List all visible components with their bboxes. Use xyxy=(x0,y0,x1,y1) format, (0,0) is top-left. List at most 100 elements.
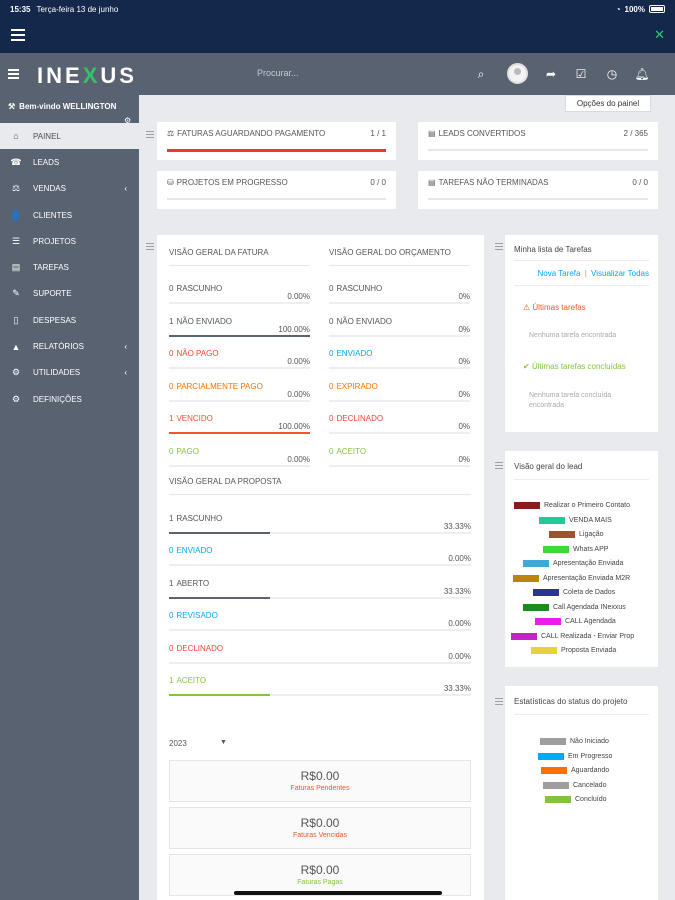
stat-label: Tarefas não terminadas xyxy=(438,178,549,187)
row-progress xyxy=(169,432,310,434)
app-menu-icon[interactable] xyxy=(11,29,25,41)
drag-handle-icon[interactable] xyxy=(495,243,503,250)
checkbox-icon[interactable]: ☑ xyxy=(575,67,587,81)
summary-box[interactable]: R$0.00 Faturas Vencidas xyxy=(169,807,471,849)
overview-row[interactable]: 0 Declinado xyxy=(169,644,223,653)
overview-row[interactable]: 1 Vencido xyxy=(169,414,213,423)
sidebar-item-utilidades[interactable]: ⚙ Utilidades ‹ xyxy=(0,360,139,386)
panel-options-button[interactable]: Opções do painel xyxy=(565,95,651,112)
row-label: Enviado xyxy=(176,546,213,556)
drag-handle-icon[interactable] xyxy=(146,243,154,250)
row-label: Aberto xyxy=(176,578,210,588)
summary-amount: R$0.00 xyxy=(300,769,340,783)
row-label: Parcialmente pago xyxy=(176,381,263,391)
stat-card-invoices[interactable]: ⚖ Faturas aguardando pagamento 1 / 1 xyxy=(157,122,396,160)
clock-icon[interactable]: ◷ xyxy=(606,67,618,81)
overview-row[interactable]: 1 Rascunho xyxy=(169,514,222,523)
overview-row[interactable]: 1 Aceito xyxy=(169,676,206,685)
chevron-left-icon: ‹ xyxy=(124,368,127,378)
overview-row[interactable]: 0 Não pago xyxy=(169,349,219,358)
summary-box[interactable]: R$0.00 Faturas Pendentes xyxy=(169,760,471,802)
summary-amount: R$0.00 xyxy=(300,816,340,830)
profile-settings-icon[interactable]: ⚙ xyxy=(124,116,132,125)
sidebar-item-label: Tarefas xyxy=(33,263,69,273)
stat-label: Leads convertidos xyxy=(438,129,526,138)
row-progress xyxy=(169,564,471,567)
sidebar-item-leads[interactable]: ☎ Leads xyxy=(0,149,139,175)
avatar[interactable] xyxy=(507,63,528,84)
overview-row[interactable]: 0 Rascunho xyxy=(329,284,382,293)
overview-row[interactable]: 0 Aceito xyxy=(329,447,366,456)
header: INEXUS ⌕ ➦ ☑ ◷ 🔔︎ xyxy=(0,53,675,95)
row-percent: 0% xyxy=(458,357,470,366)
row-count: 0 xyxy=(169,643,174,653)
drag-handle-icon[interactable] xyxy=(495,698,503,705)
summary-amount: R$0.00 xyxy=(300,863,340,877)
row-percent: 0.00% xyxy=(287,357,310,366)
sidebar-item-painel[interactable]: ⌂ Painel xyxy=(0,123,139,150)
logo[interactable]: INEXUS xyxy=(37,63,137,88)
overview-row[interactable]: 0 Rascunho xyxy=(169,284,222,293)
sidebar-item-clientes[interactable]: 👤 Clientes xyxy=(0,202,139,228)
stat-card-projects[interactable]: ⛁ Projetos em progresso 0 / 0 xyxy=(157,171,396,209)
row-progress xyxy=(169,532,471,534)
sidebar-item-suporte[interactable]: ✎ Suporte xyxy=(0,281,139,307)
summary-box[interactable]: R$0.00 Faturas Pagas xyxy=(169,854,471,896)
status-bar: 15:35 Terça-feira 13 de junho ◔ 100% xyxy=(0,0,675,18)
legend-label: Proposta Enviada xyxy=(561,647,617,654)
balance-scale-icon: ⚖ xyxy=(11,183,21,194)
done-tasks-empty: Nenhuma tarefa concluída encontrada xyxy=(529,392,612,409)
row-label: Revisado xyxy=(176,611,218,621)
drag-handle-icon[interactable] xyxy=(495,462,503,469)
stat-progress xyxy=(167,149,386,152)
view-all-link[interactable]: Visualizar Todas xyxy=(591,269,649,278)
search-input[interactable] xyxy=(257,68,437,78)
bell-icon[interactable]: 🔔︎ xyxy=(634,67,650,81)
year-select-value: 2023 xyxy=(169,739,187,748)
row-progress xyxy=(169,596,471,599)
legend-swatch xyxy=(511,632,537,640)
sidebar-item-despesas[interactable]: ▯ Despesas xyxy=(0,307,139,333)
legend-label: Realizar o Primeiro Contato xyxy=(544,502,630,509)
row-label: Expirado xyxy=(336,381,378,391)
sidebar-toggle-icon[interactable] xyxy=(8,69,19,79)
overview-row[interactable]: 0 Enviado xyxy=(169,546,212,555)
sidebar-item-vendas[interactable]: ⚖ Vendas ‹ xyxy=(0,176,139,202)
stat-label: Projetos em progresso xyxy=(176,178,288,187)
stat-card-leads[interactable]: ▤ Leads convertidos 2 / 365 xyxy=(418,122,658,160)
year-select[interactable]: 2023 ▼ xyxy=(169,739,229,751)
overview-row[interactable]: 0 Enviado xyxy=(329,349,372,358)
status-date: Terça-feira 13 de junho xyxy=(36,4,119,14)
pin-icon[interactable]: ✕ xyxy=(654,27,665,42)
overview-row[interactable]: 0 Expirado xyxy=(329,382,378,391)
search-icon[interactable]: ⌕ xyxy=(477,67,485,81)
row-percent: 100.00% xyxy=(278,422,310,431)
sidebar-item-definicoes[interactable]: ⚙ Definições xyxy=(0,386,139,412)
row-percent: 33.33% xyxy=(443,586,471,596)
stat-progress xyxy=(167,198,386,200)
row-progress xyxy=(169,694,471,696)
legend-swatch xyxy=(538,752,564,760)
legend-swatch xyxy=(549,531,575,538)
sidebar-item-relatorios[interactable]: ▲ Relatórios ‹ xyxy=(0,333,139,359)
sidebar: ⚒ Bem-vindo WELLINGTON ⚙ ⌂ Painel ☎ Leads ⚖ V… xyxy=(0,95,139,900)
overview-row[interactable]: 0 Pago xyxy=(169,447,199,456)
overview-row[interactable]: 0 Parcialmente pago xyxy=(169,382,263,391)
drag-handle-icon[interactable] xyxy=(146,131,154,138)
sidebar-item-tarefas[interactable]: ▤ Tarefas xyxy=(0,254,139,280)
welcome-text: ⚒ Bem-vindo WELLINGTON xyxy=(8,102,116,111)
stat-card-tasks[interactable]: ▤ Tarefas não terminadas 0 / 0 xyxy=(418,171,658,209)
legend-swatch xyxy=(540,738,566,745)
link-separator: | xyxy=(584,269,587,278)
new-task-link[interactable]: Nova Tarefa xyxy=(537,269,581,278)
overview-row[interactable]: 0 Revisado xyxy=(169,611,218,620)
overview-row[interactable]: 0 Declinado xyxy=(329,414,383,423)
row-percent: 0.00% xyxy=(287,292,310,301)
overview-row[interactable]: 1 Aberto xyxy=(169,579,209,588)
sidebar-item-projetos[interactable]: ☰ Projetos xyxy=(0,228,139,254)
row-progress xyxy=(169,302,310,304)
share-icon[interactable]: ➦ xyxy=(545,67,557,81)
overview-row[interactable]: 0 Não enviado xyxy=(329,317,392,326)
overview-row[interactable]: 1 Não enviado xyxy=(169,317,232,326)
todo-card: Minha lista de Tarefas Nova Tarefa | Vis… xyxy=(505,235,658,432)
